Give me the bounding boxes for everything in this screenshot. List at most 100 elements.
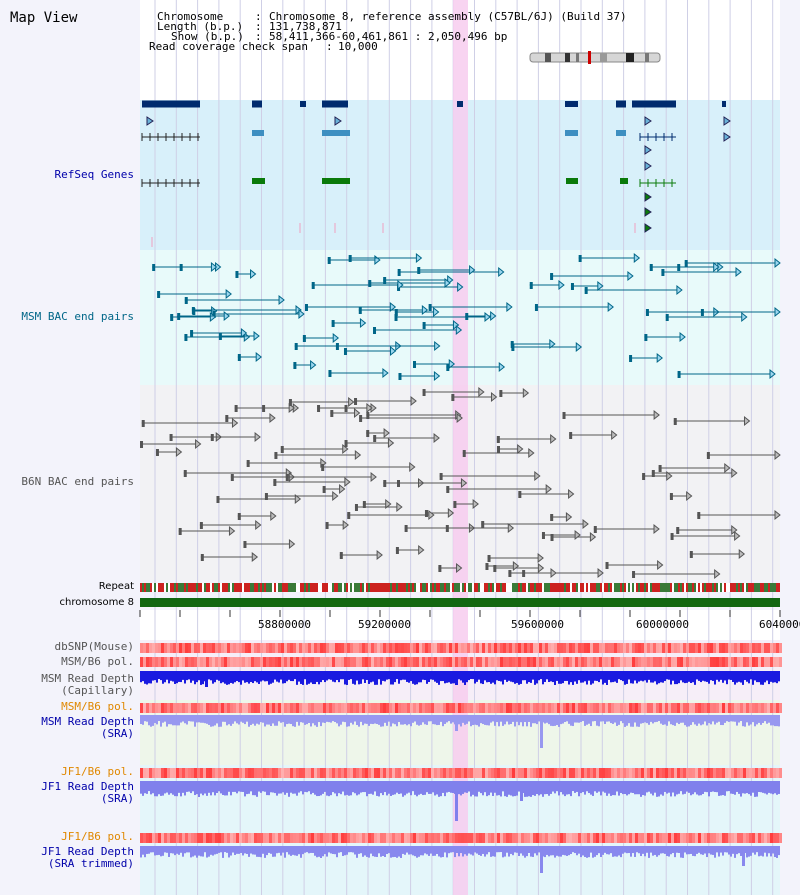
read-depth-bar [372,846,374,857]
read-depth-bar [214,781,216,796]
read-depth-bar [492,781,494,796]
repeat-segment [180,583,182,592]
repeat-segment [330,583,332,592]
polymorphism-cell [437,768,440,778]
polymorphism-cell [515,703,518,713]
bac-end-arrow [209,311,217,323]
polymorphism-cell [770,833,773,843]
read-depth-bar [416,781,418,797]
polymorphism-cell [572,768,575,778]
read-depth-bar [724,781,726,796]
read-depth-bar [578,781,580,797]
ideogram-band [565,53,570,62]
read-depth-bar [222,781,224,795]
polymorphism-cell [704,657,707,667]
polymorphism-cell [206,643,209,653]
track-label-msm-bac[interactable]: MSM BAC end pairs [21,310,134,323]
bac-end-arrow [731,524,738,536]
read-depth-bar [348,781,350,796]
bac-end-marker [243,541,247,548]
read-depth-bar [580,715,582,722]
read-depth-bar [260,781,262,793]
read-depth-bar [516,781,518,796]
read-depth-bar [584,781,586,795]
read-depth-bar [598,781,600,792]
polymorphism-cell [776,643,779,653]
polymorphism-cell [320,768,323,778]
read-depth-bar [176,715,178,726]
polymorphism-cell [656,833,659,843]
read-depth-bar [408,781,410,793]
track-label-b6n-bac[interactable]: B6N BAC end pairs [21,475,134,488]
repeat-segment [572,583,574,592]
read-depth-bar [376,846,378,857]
polymorphism-cell [731,768,734,778]
read-depth-bar [168,671,170,684]
bac-end-marker [499,390,503,397]
polymorphism-cell [737,768,740,778]
polymorphism-cell [731,657,734,667]
polymorphism-cell [638,768,641,778]
read-depth-bar [378,671,380,680]
polymorphism-cell [275,768,278,778]
polymorphism-cell [359,833,362,843]
read-depth-bar [710,671,712,681]
read-depth-bar [310,781,312,795]
polymorphism-cell [770,657,773,667]
polymorphism-cell [299,657,302,667]
polymorphism-cell [704,833,707,843]
read-depth-bar [172,715,174,726]
repeat-segment [310,583,312,592]
bac-end-marker [446,364,450,371]
repeat-segment [378,583,380,592]
read-depth-bar [736,846,738,855]
polymorphism-cell [461,703,464,713]
polymorphism-cell [371,768,374,778]
bac-end-marker [321,464,325,471]
polymorphism-cell [728,768,731,778]
polymorphism-cell [668,703,671,713]
read-depth-bar [696,846,698,854]
polymorphism-cell [638,643,641,653]
read-depth-bar [444,781,446,797]
polymorphism-cell [470,833,473,843]
polymorphism-cell [263,768,266,778]
track-label-refseq[interactable]: RefSeq Genes [54,168,134,181]
read-depth-bar [250,781,252,792]
bac-end-marker [649,264,653,271]
polymorphism-cell [626,657,629,667]
polymorphism-cell [479,833,482,843]
read-depth-bar [210,671,212,681]
polymorphism-cell [566,703,569,713]
polymorphism-cell [455,768,458,778]
read-depth-bar [230,781,232,796]
read-depth-bar [220,781,222,794]
polymorphism-cell [443,703,446,713]
read-depth-bar [756,846,758,853]
read-depth-bar [674,846,676,858]
repeat-segment [728,583,730,592]
read-depth-bar [204,846,206,853]
repeat-segment [686,583,688,592]
polymorphism-cell [290,657,293,667]
read-depth-bar [504,846,506,857]
bac-end-marker [155,449,159,456]
read-depth-bar [518,846,520,857]
polymorphism-cell [350,833,353,843]
read-depth-bar [604,715,606,725]
repeat-segment [236,583,238,592]
bac-end-arrow [456,412,463,424]
bac-end-arrow [370,471,377,483]
polymorphism-cell [497,833,500,843]
polymorphism-cell [419,703,422,713]
read-depth-bar [700,781,702,796]
read-depth-bar [708,846,710,854]
polymorphism-cell [176,657,179,667]
read-depth-bar [298,715,300,726]
polymorphism-cell [251,643,254,653]
polymorphism-cell [233,833,236,843]
read-depth-bar [198,715,200,723]
polymorphism-cell [386,703,389,713]
polymorphism-cell [281,657,284,667]
read-depth-bar [398,715,400,723]
